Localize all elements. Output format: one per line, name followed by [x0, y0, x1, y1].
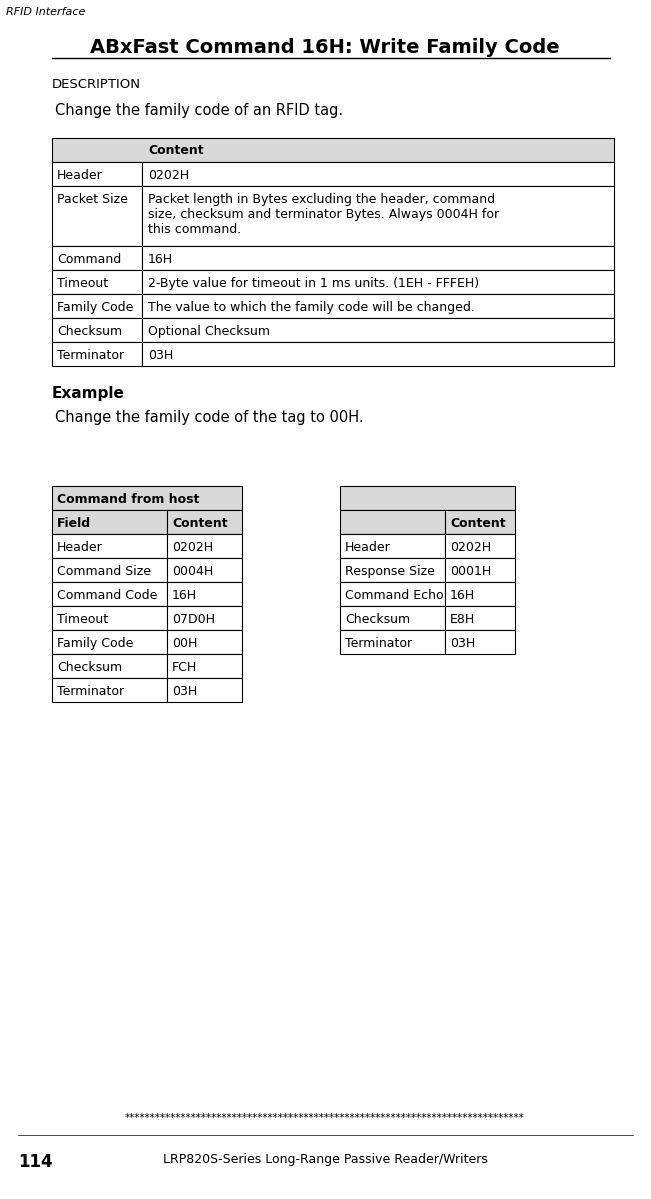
- Bar: [52, 510, 167, 534]
- Bar: [52, 342, 142, 366]
- Text: 16H: 16H: [172, 589, 197, 602]
- Bar: [167, 629, 242, 653]
- Bar: [142, 186, 614, 246]
- Bar: [167, 677, 242, 701]
- Text: ABxFast Command 16H: Write Family Code: ABxFast Command 16H: Write Family Code: [90, 38, 560, 58]
- Bar: [340, 534, 445, 558]
- Text: Example: Example: [52, 386, 125, 400]
- Bar: [52, 534, 167, 558]
- Bar: [167, 582, 242, 605]
- Text: Content: Content: [172, 517, 228, 530]
- Text: 0202H: 0202H: [450, 541, 491, 554]
- Bar: [445, 605, 515, 629]
- Text: Command: Command: [57, 253, 121, 266]
- Text: Command Size: Command Size: [57, 565, 151, 578]
- Bar: [52, 582, 167, 605]
- Text: Checksum: Checksum: [57, 661, 122, 674]
- Bar: [52, 318, 142, 342]
- Text: LRP820S-Series Long-Range Passive Reader/Writers: LRP820S-Series Long-Range Passive Reader…: [163, 1153, 488, 1165]
- Text: Packet length in Bytes excluding the header, command: Packet length in Bytes excluding the hea…: [148, 193, 495, 206]
- Bar: [52, 558, 167, 582]
- Text: 0001H: 0001H: [450, 565, 492, 578]
- Text: Timeout: Timeout: [57, 277, 108, 290]
- Text: RFID Interface: RFID Interface: [6, 7, 85, 17]
- Text: The value to which the family code will be changed.: The value to which the family code will …: [148, 301, 475, 314]
- Text: Header: Header: [57, 541, 103, 554]
- Text: 114: 114: [18, 1153, 53, 1171]
- Text: size, checksum and terminator Bytes. Always 0004H for: size, checksum and terminator Bytes. Alw…: [148, 207, 499, 221]
- Text: Response Size: Response Size: [345, 565, 435, 578]
- Text: Header: Header: [345, 541, 391, 554]
- Bar: [52, 629, 167, 653]
- Text: ******************************************************************************: ****************************************…: [125, 1113, 525, 1123]
- Text: Content: Content: [450, 517, 506, 530]
- Text: 03H: 03H: [172, 685, 197, 698]
- Text: 16H: 16H: [148, 253, 173, 266]
- Bar: [52, 294, 142, 318]
- Bar: [52, 246, 142, 270]
- Bar: [445, 582, 515, 605]
- Text: DESCRIPTION: DESCRIPTION: [52, 78, 141, 91]
- Text: 16H: 16H: [450, 589, 475, 602]
- Text: Command Echo: Command Echo: [345, 589, 443, 602]
- Text: Change the family code of the tag to 00H.: Change the family code of the tag to 00H…: [55, 410, 364, 424]
- Text: 2-Byte value for timeout in 1 ms units. (1EH - FFFEH): 2-Byte value for timeout in 1 ms units. …: [148, 277, 479, 290]
- Text: Change the family code of an RFID tag.: Change the family code of an RFID tag.: [55, 103, 343, 118]
- Text: 0202H: 0202H: [148, 169, 189, 182]
- Text: this command.: this command.: [148, 223, 242, 236]
- Bar: [52, 486, 242, 510]
- Text: Timeout: Timeout: [57, 613, 108, 626]
- Bar: [52, 270, 142, 294]
- Bar: [340, 558, 445, 582]
- Bar: [340, 510, 445, 534]
- Bar: [52, 186, 142, 246]
- Text: 03H: 03H: [450, 637, 475, 650]
- Bar: [445, 629, 515, 653]
- Text: 00H: 00H: [172, 637, 197, 650]
- Bar: [142, 294, 614, 318]
- Text: Family Code: Family Code: [57, 301, 133, 314]
- Bar: [142, 318, 614, 342]
- Bar: [340, 486, 515, 510]
- Bar: [142, 162, 614, 186]
- Bar: [52, 677, 167, 701]
- Bar: [167, 510, 242, 534]
- Bar: [340, 605, 445, 629]
- Bar: [167, 558, 242, 582]
- Text: Command Code: Command Code: [57, 589, 158, 602]
- Bar: [340, 582, 445, 605]
- Text: Terminator: Terminator: [345, 637, 412, 650]
- Text: Command from host: Command from host: [57, 493, 199, 506]
- Bar: [52, 653, 167, 677]
- Text: Terminator: Terminator: [57, 685, 124, 698]
- Text: 0004H: 0004H: [172, 565, 214, 578]
- Bar: [52, 138, 614, 162]
- Text: Field: Field: [57, 517, 91, 530]
- Bar: [52, 605, 167, 629]
- Text: Family Code: Family Code: [57, 637, 133, 650]
- Text: Optional Checksum: Optional Checksum: [148, 325, 270, 338]
- Text: Packet Size: Packet Size: [57, 193, 128, 206]
- Bar: [167, 534, 242, 558]
- Text: Header: Header: [57, 169, 103, 182]
- Bar: [445, 558, 515, 582]
- Bar: [445, 510, 515, 534]
- Text: 0202H: 0202H: [172, 541, 213, 554]
- Bar: [167, 605, 242, 629]
- Bar: [52, 162, 142, 186]
- Text: E8H: E8H: [450, 613, 475, 626]
- Text: Content: Content: [148, 144, 204, 157]
- Bar: [142, 342, 614, 366]
- Bar: [445, 534, 515, 558]
- Text: Terminator: Terminator: [57, 349, 124, 362]
- Bar: [142, 246, 614, 270]
- Bar: [142, 270, 614, 294]
- Text: 07D0H: 07D0H: [172, 613, 215, 626]
- Bar: [167, 653, 242, 677]
- Text: 03H: 03H: [148, 349, 173, 362]
- Bar: [340, 629, 445, 653]
- Text: Checksum: Checksum: [345, 613, 410, 626]
- Text: FCH: FCH: [172, 661, 197, 674]
- Text: Checksum: Checksum: [57, 325, 122, 338]
